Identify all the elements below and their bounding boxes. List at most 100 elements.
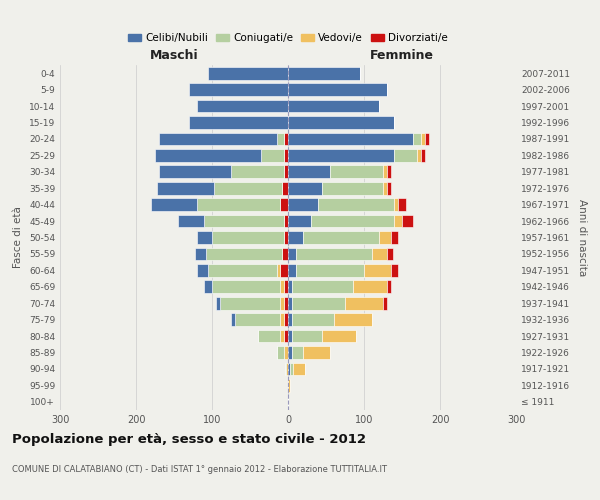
Bar: [383, 297, 387, 310]
Bar: [284, 149, 288, 162]
Bar: [371, 248, 387, 260]
Bar: [288, 116, 394, 129]
Bar: [296, 264, 364, 277]
Bar: [280, 198, 288, 211]
Bar: [292, 346, 303, 359]
Bar: [212, 231, 284, 244]
Bar: [288, 198, 319, 211]
Bar: [286, 362, 288, 376]
Bar: [394, 214, 402, 228]
Bar: [157, 182, 214, 194]
Bar: [288, 297, 292, 310]
Bar: [292, 297, 345, 310]
Bar: [231, 313, 235, 326]
Bar: [280, 297, 284, 310]
Bar: [296, 248, 371, 260]
Bar: [322, 330, 356, 342]
Legend: Celibi/Nubili, Coniugati/e, Vedovi/e, Divorziati/e: Celibi/Nubili, Coniugati/e, Vedovi/e, Di…: [124, 29, 452, 47]
Bar: [288, 132, 413, 145]
Bar: [311, 214, 394, 228]
Bar: [387, 182, 391, 194]
Y-axis label: Anni di nascita: Anni di nascita: [577, 199, 587, 276]
Bar: [257, 330, 280, 342]
Bar: [205, 280, 212, 293]
Bar: [205, 214, 284, 228]
Bar: [292, 330, 322, 342]
Bar: [288, 248, 296, 260]
Bar: [189, 83, 288, 96]
Bar: [284, 214, 288, 228]
Bar: [288, 149, 394, 162]
Text: Maschi: Maschi: [149, 48, 199, 62]
Bar: [197, 231, 212, 244]
Bar: [214, 182, 282, 194]
Bar: [194, 248, 206, 260]
Bar: [262, 149, 284, 162]
Bar: [277, 346, 284, 359]
Bar: [288, 313, 292, 326]
Bar: [284, 297, 288, 310]
Bar: [394, 198, 398, 211]
Bar: [417, 149, 421, 162]
Bar: [151, 198, 197, 211]
Bar: [303, 231, 379, 244]
Bar: [288, 214, 311, 228]
Text: Femmine: Femmine: [370, 48, 434, 62]
Bar: [208, 67, 288, 80]
Bar: [387, 166, 391, 178]
Bar: [288, 346, 292, 359]
Bar: [383, 182, 387, 194]
Bar: [421, 149, 425, 162]
Bar: [277, 132, 284, 145]
Bar: [288, 166, 330, 178]
Bar: [284, 166, 288, 178]
Bar: [288, 362, 290, 376]
Bar: [288, 100, 379, 112]
Bar: [159, 132, 277, 145]
Bar: [280, 264, 288, 277]
Bar: [159, 166, 231, 178]
Bar: [212, 280, 280, 293]
Bar: [293, 362, 305, 376]
Bar: [379, 231, 391, 244]
Text: COMUNE DI CALATABIANO (CT) - Dati ISTAT 1° gennaio 2012 - Elaborazione TUTTITALI: COMUNE DI CALATABIANO (CT) - Dati ISTAT …: [12, 466, 387, 474]
Bar: [216, 297, 220, 310]
Bar: [288, 280, 292, 293]
Bar: [387, 248, 393, 260]
Bar: [319, 198, 394, 211]
Bar: [303, 346, 330, 359]
Bar: [391, 231, 398, 244]
Bar: [402, 214, 413, 228]
Bar: [284, 280, 288, 293]
Bar: [220, 297, 280, 310]
Bar: [288, 330, 292, 342]
Bar: [197, 100, 288, 112]
Bar: [387, 280, 391, 293]
Bar: [282, 248, 288, 260]
Bar: [288, 182, 322, 194]
Bar: [197, 264, 208, 277]
Bar: [288, 264, 296, 277]
Bar: [284, 132, 288, 145]
Bar: [231, 166, 284, 178]
Bar: [290, 362, 293, 376]
Bar: [280, 313, 284, 326]
Bar: [277, 264, 280, 277]
Bar: [398, 198, 406, 211]
Bar: [282, 182, 288, 194]
Bar: [284, 231, 288, 244]
Bar: [292, 280, 353, 293]
Bar: [292, 313, 334, 326]
Bar: [189, 116, 288, 129]
Bar: [288, 379, 290, 392]
Y-axis label: Fasce di età: Fasce di età: [13, 206, 23, 268]
Bar: [364, 264, 391, 277]
Text: Popolazione per età, sesso e stato civile - 2012: Popolazione per età, sesso e stato civil…: [12, 432, 366, 446]
Bar: [330, 166, 383, 178]
Bar: [322, 182, 383, 194]
Bar: [284, 346, 288, 359]
Bar: [285, 362, 286, 376]
Bar: [288, 67, 360, 80]
Bar: [345, 297, 383, 310]
Bar: [280, 330, 284, 342]
